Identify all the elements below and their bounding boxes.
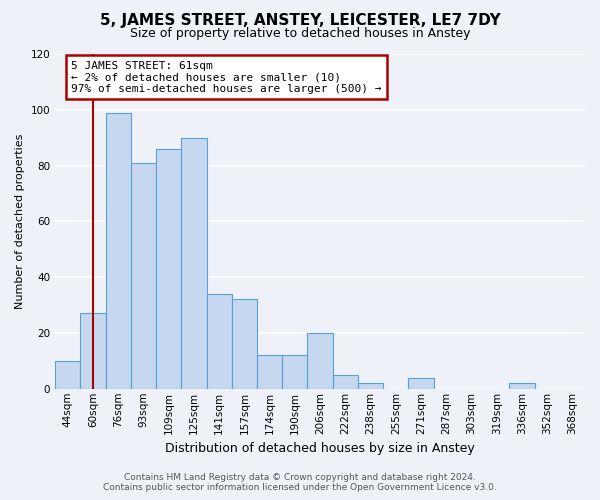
Text: 5 JAMES STREET: 61sqm
← 2% of detached houses are smaller (10)
97% of semi-detac: 5 JAMES STREET: 61sqm ← 2% of detached h… <box>71 60 382 94</box>
Bar <box>206 294 232 389</box>
Text: 5, JAMES STREET, ANSTEY, LEICESTER, LE7 7DY: 5, JAMES STREET, ANSTEY, LEICESTER, LE7 … <box>100 12 500 28</box>
X-axis label: Distribution of detached houses by size in Anstey: Distribution of detached houses by size … <box>165 442 475 455</box>
Bar <box>332 375 358 389</box>
Bar <box>257 356 282 389</box>
Bar <box>409 378 434 389</box>
Text: Size of property relative to detached houses in Anstey: Size of property relative to detached ho… <box>130 28 470 40</box>
Bar <box>106 112 131 389</box>
Bar <box>80 314 106 389</box>
Bar <box>156 149 181 389</box>
Bar <box>282 356 307 389</box>
Bar <box>181 138 206 389</box>
Bar <box>509 383 535 389</box>
Bar <box>358 383 383 389</box>
Bar <box>131 163 156 389</box>
Y-axis label: Number of detached properties: Number of detached properties <box>15 134 25 309</box>
Bar <box>55 361 80 389</box>
Bar <box>232 300 257 389</box>
Bar <box>307 333 332 389</box>
Text: Contains HM Land Registry data © Crown copyright and database right 2024.
Contai: Contains HM Land Registry data © Crown c… <box>103 473 497 492</box>
